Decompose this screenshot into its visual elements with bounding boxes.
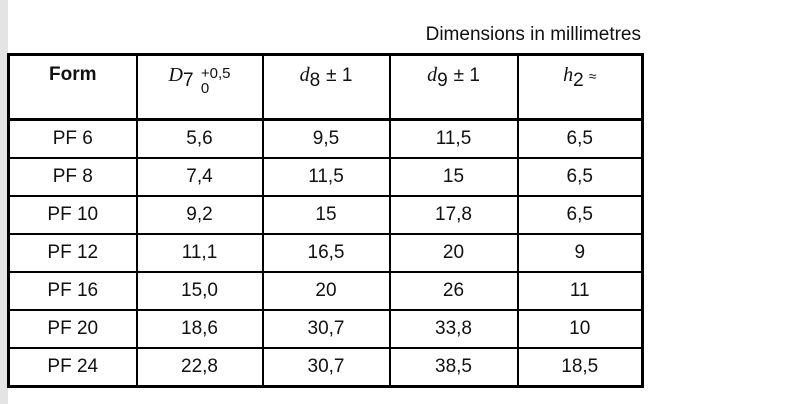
cell-d8: 15: [261, 195, 391, 235]
d7-subscript: 7: [182, 69, 194, 91]
cell-form: PF 20: [7, 309, 138, 349]
cell-d9: 38,5: [388, 347, 519, 388]
header-d9: d9 ± 1: [388, 53, 519, 121]
d8-subscript: 8: [309, 69, 321, 91]
cell-d9: 33,8: [388, 309, 519, 349]
d9-symbol: d: [427, 64, 438, 86]
cell-d9: 11,5: [388, 118, 519, 159]
cell-d7: 18,6: [135, 309, 264, 349]
cell-d9: 17,8: [388, 195, 519, 235]
header-d8: d8 ± 1: [261, 53, 391, 121]
cell-d7: 15,0: [135, 271, 264, 311]
table-row: PF 20 18,6 30,7 33,8 10: [7, 309, 644, 349]
cell-d8: 16,5: [261, 233, 391, 273]
d7-symbol: D: [168, 64, 183, 86]
cell-form: PF 12: [7, 233, 138, 273]
d7-upper-limit: +0,5: [200, 65, 231, 82]
table-body: PF 6 5,6 9,5 11,5 6,5 PF 8 7,4 11,5 15 6…: [7, 118, 644, 388]
cell-d9: 20: [388, 233, 519, 273]
cell-d7: 9,2: [135, 195, 264, 235]
d8-tolerance: ± 1: [326, 65, 353, 86]
cell-d7: 22,8: [135, 347, 264, 388]
cell-h2: 6,5: [516, 195, 644, 235]
h2-subscript: 2: [573, 69, 584, 91]
cell-d9: 15: [388, 157, 519, 197]
cell-h2: 11: [516, 271, 644, 311]
cell-d7: 5,6: [135, 118, 264, 159]
cell-d8: 11,5: [261, 157, 391, 197]
d8-symbol: d: [299, 64, 310, 86]
cell-h2: 10: [516, 309, 644, 349]
cell-h2: 18,5: [516, 347, 644, 388]
cell-h2: 9: [516, 233, 644, 273]
dimensions-table: Form D7 +0,5 0 d8 ± 1 d9 ± 1 h2 ≈ PF 6 5,6: [7, 53, 644, 388]
cell-form: PF 10: [7, 195, 138, 235]
header-h2: h2 ≈: [516, 53, 644, 121]
table-row: PF 12 11,1 16,5 20 9: [7, 233, 644, 273]
header-form: Form: [7, 53, 138, 121]
cell-d9: 26: [388, 271, 519, 311]
cell-d8: 9,5: [261, 118, 391, 159]
table-row: PF 24 22,8 30,7 38,5 18,5: [7, 347, 644, 388]
cell-h2: 6,5: [516, 118, 644, 159]
cell-d8: 20: [261, 271, 391, 311]
header-d7: D7 +0,5 0: [135, 53, 264, 121]
cell-form: PF 16: [7, 271, 138, 311]
h2-symbol: h: [563, 64, 574, 86]
cell-form: PF 8: [7, 157, 138, 197]
cell-d7: 7,4: [135, 157, 264, 197]
header-row: Form D7 +0,5 0 d8 ± 1 d9 ± 1 h2 ≈: [7, 53, 644, 121]
cell-h2: 6,5: [516, 157, 644, 197]
cell-form: PF 24: [7, 347, 138, 388]
cell-form: PF 6: [7, 118, 138, 159]
table-row: PF 6 5,6 9,5 11,5 6,5: [7, 118, 644, 159]
d7-lower-limit: 0: [200, 80, 210, 97]
cell-d7: 11,1: [135, 233, 264, 273]
cell-d8: 30,7: [261, 309, 391, 349]
h2-approx-sign: ≈: [588, 68, 597, 84]
table-row: PF 16 15,0 20 26 11: [7, 271, 644, 311]
units-caption: Dimensions in millimetres: [425, 24, 641, 45]
d9-tolerance: ± 1: [453, 65, 480, 86]
cell-d8: 30,7: [261, 347, 391, 388]
left-margin-strip: [0, 0, 8, 404]
d7-tolerance-limits: +0,5 0: [201, 66, 231, 96]
table-row: PF 8 7,4 11,5 15 6,5: [7, 157, 644, 197]
table-row: PF 10 9,2 15 17,8 6,5: [7, 195, 644, 235]
d9-subscript: 9: [437, 69, 448, 91]
